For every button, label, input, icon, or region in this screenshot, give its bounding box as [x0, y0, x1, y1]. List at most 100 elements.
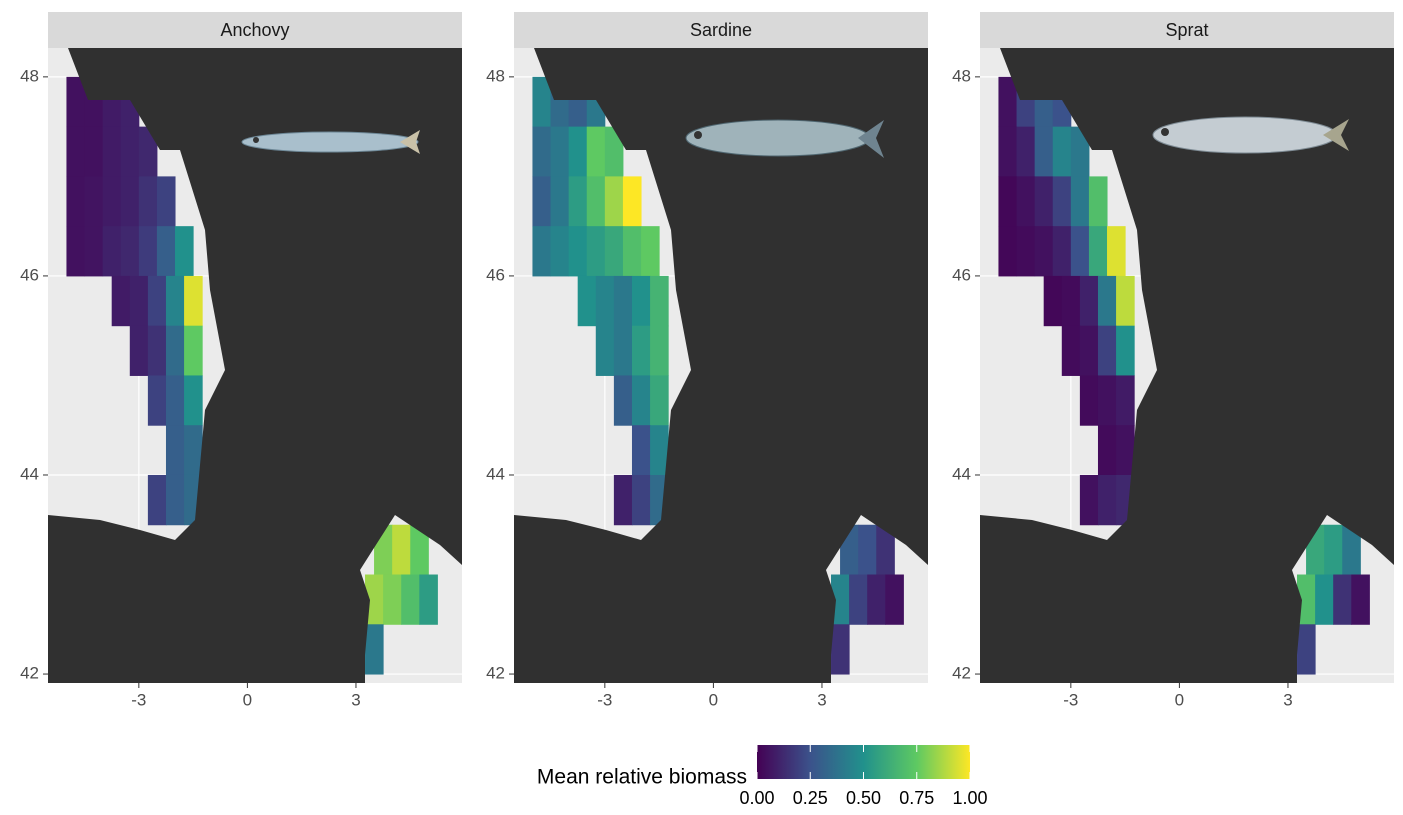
fish-illustration — [685, 119, 884, 158]
biomass-cell — [165, 375, 185, 426]
biomass-cell — [1034, 126, 1054, 177]
x-tick-label: 0 — [709, 690, 718, 709]
biomass-cell — [613, 474, 633, 526]
land — [980, 48, 1394, 683]
biomass-cell — [84, 126, 104, 177]
biomass-cell — [613, 375, 633, 426]
biomass-cell — [1097, 474, 1117, 526]
biomass-cell — [550, 226, 570, 277]
biomass-cell — [102, 176, 122, 227]
y-tick-label: 42 — [20, 664, 39, 683]
land — [48, 48, 462, 683]
biomass-cell — [147, 325, 167, 376]
biomass-cell — [1034, 176, 1054, 227]
biomass-cell — [1116, 425, 1135, 476]
biomass-cell — [120, 176, 140, 227]
y-tick-label: 42 — [486, 664, 505, 683]
colorbar-label: 0.75 — [899, 788, 934, 808]
legend-title: Mean relative biomass — [537, 766, 747, 789]
biomass-cell — [604, 176, 624, 227]
land — [514, 48, 928, 683]
biomass-cell — [1097, 425, 1117, 476]
biomass-cell — [641, 226, 660, 277]
biomass-cell — [102, 226, 122, 277]
biomass-cell — [156, 226, 176, 277]
fish-illustration — [241, 130, 420, 154]
biomass-cell — [885, 574, 904, 625]
biomass-cell — [1079, 375, 1099, 426]
y-tick-label: 46 — [952, 265, 971, 284]
biomass-cell — [650, 375, 669, 426]
biomass-cell — [1043, 275, 1063, 327]
biomass-cell — [1070, 126, 1090, 177]
biomass-cell — [165, 325, 185, 376]
biomass-cell — [165, 275, 185, 327]
biomass-cell — [604, 226, 624, 277]
x-tick-label: -3 — [597, 690, 612, 709]
biomass-cell — [650, 425, 669, 476]
biomass-cell — [138, 126, 158, 177]
x-tick-label: 0 — [243, 690, 252, 709]
biomass-cell — [120, 226, 140, 277]
strip-background — [48, 12, 462, 48]
biomass-cell — [102, 126, 122, 177]
biomass-cell — [1079, 275, 1099, 327]
biomass-cell — [365, 574, 384, 625]
biomass-cell — [998, 126, 1018, 177]
biomass-cell — [849, 574, 868, 625]
biomass-cell — [1016, 226, 1036, 277]
biomass-cell — [532, 176, 552, 227]
biomass-cell — [613, 275, 633, 327]
colorbar-label: 1.00 — [952, 788, 987, 808]
biomass-cell — [365, 624, 384, 675]
biomass-cell — [595, 275, 615, 327]
biomass-cell — [1097, 325, 1117, 376]
biomass-cell — [1088, 226, 1108, 277]
biomass-cell — [998, 226, 1018, 277]
biomass-cell — [532, 126, 552, 177]
biomass-cell — [550, 126, 570, 177]
biomass-cell — [568, 226, 588, 277]
biomass-cell — [147, 474, 167, 526]
biomass-cell — [867, 574, 886, 625]
y-tick-label: 48 — [486, 66, 505, 85]
biomass-cell — [184, 325, 203, 376]
biomass-cell — [586, 176, 606, 227]
strip-title: Sprat — [1165, 20, 1208, 40]
biomass-cell — [1052, 226, 1072, 277]
biomass-cell — [613, 325, 633, 376]
biomass-cell — [831, 574, 850, 625]
biomass-cell — [1333, 574, 1352, 625]
biomass-cell — [138, 226, 158, 277]
y-tick-label: 48 — [952, 66, 971, 85]
biomass-cell — [1097, 375, 1117, 426]
biomass-cell — [858, 524, 877, 576]
biomass-cell — [129, 275, 149, 327]
colorbar-label: 0.50 — [846, 788, 881, 808]
biomass-cell — [1342, 524, 1361, 576]
biomass-cell — [1097, 275, 1117, 327]
biomass-cell — [1034, 226, 1054, 277]
biomass-cell — [165, 425, 185, 476]
biomass-cell — [622, 176, 642, 227]
biomass-cell — [1315, 574, 1334, 625]
biomass-cell — [147, 375, 167, 426]
biomass-cell — [392, 524, 411, 576]
biomass-cell — [184, 275, 203, 327]
biomass-cell — [532, 76, 552, 128]
biomass-cell — [1116, 275, 1135, 327]
biomass-cell — [1351, 574, 1370, 625]
biomass-cell — [111, 275, 131, 327]
y-tick-label: 46 — [486, 265, 505, 284]
biomass-cell — [184, 375, 203, 426]
x-tick-label: 3 — [817, 690, 826, 709]
strip-background — [514, 12, 928, 48]
biomass-cell — [631, 474, 651, 526]
biomass-cell — [650, 325, 669, 376]
strip-background — [980, 12, 1394, 48]
biomass-cell — [410, 524, 429, 576]
legend: Mean relative biomass 0.00 0.25 0.50 0.75 1.… — [537, 745, 988, 808]
biomass-cell — [631, 425, 651, 476]
biomass-cell — [568, 176, 588, 227]
biomass-cell — [184, 425, 203, 476]
